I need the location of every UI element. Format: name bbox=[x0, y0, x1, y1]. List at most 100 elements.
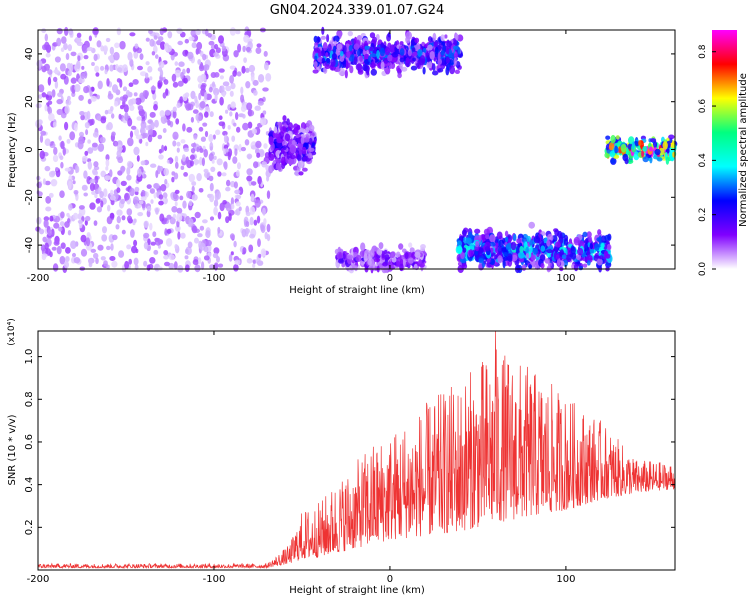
spectrogram-cell bbox=[143, 241, 149, 250]
spectrogram-cell bbox=[72, 252, 76, 258]
spectrogram-cell bbox=[93, 161, 99, 168]
spectrogram-cell bbox=[257, 100, 264, 106]
spectrogram-cell bbox=[153, 35, 158, 40]
spectrogram-cell bbox=[224, 148, 229, 153]
snr-panel: -200 -100 0 100 0.2 0.4 0.6 0.8 1.0 (x10⁴) Heig… bbox=[7, 318, 676, 596]
spectrogram-cell bbox=[563, 238, 569, 246]
spectrogram-cell bbox=[582, 263, 588, 268]
spectrogram-cell bbox=[338, 258, 345, 264]
spectrogram-cell bbox=[242, 45, 246, 53]
spectrogram-cell bbox=[546, 249, 553, 254]
spectrogram-cell bbox=[116, 78, 121, 83]
spectrogram-cell bbox=[268, 165, 274, 174]
spectrogram-cell bbox=[203, 64, 210, 71]
spectrogram-cell bbox=[353, 56, 358, 66]
spectrogram-cell bbox=[670, 142, 676, 149]
spectrogram-cell bbox=[202, 122, 208, 127]
spectrogram-cell bbox=[518, 251, 525, 259]
spectrogram-cell bbox=[187, 51, 194, 60]
spectrogram-cell bbox=[47, 229, 53, 236]
spectrogram-cell bbox=[275, 158, 282, 163]
spectrogram-cell bbox=[223, 134, 228, 143]
spectrogram-cell bbox=[64, 167, 71, 172]
spectrogram-cell bbox=[422, 66, 426, 75]
spectrogram-cell bbox=[77, 55, 81, 62]
spectrogram-cell bbox=[200, 136, 206, 142]
spectrogram-cell bbox=[208, 134, 214, 143]
spectrogram-cell bbox=[638, 140, 642, 146]
spectrogram-cell bbox=[59, 63, 66, 72]
spectrogram-cell bbox=[343, 45, 347, 54]
spectrogram-cell bbox=[422, 48, 427, 54]
spectrogram-cell bbox=[302, 156, 308, 161]
spectrogram-cell bbox=[445, 47, 450, 55]
spectrogram-cell bbox=[81, 155, 88, 162]
spectrogram-cell bbox=[234, 148, 238, 157]
spectrogram-cell bbox=[260, 248, 267, 257]
spectrogram-cell bbox=[38, 94, 43, 99]
spectrogram-cell bbox=[359, 55, 363, 62]
spectrogram-cell bbox=[182, 200, 187, 209]
snr-y-tick-label: 0.6 bbox=[24, 434, 35, 450]
spectrogram-cell bbox=[76, 32, 82, 38]
spectrogram-cell bbox=[87, 161, 93, 170]
spectrogram-cell bbox=[96, 40, 102, 48]
spectrogram-cell bbox=[362, 64, 368, 72]
spectrogram-cell bbox=[240, 146, 246, 152]
spectrogram-cell bbox=[489, 241, 496, 247]
spectrogram-cell bbox=[53, 69, 60, 74]
spectrogram-cell bbox=[654, 148, 661, 156]
snr-y-multiplier: (x10⁴) bbox=[7, 318, 17, 345]
spectrogram-cell bbox=[354, 265, 358, 272]
spectrogram-cell bbox=[346, 254, 354, 260]
spectrogram-cell bbox=[426, 60, 433, 69]
spectrogram-cell bbox=[297, 160, 304, 169]
spectrogram-cell bbox=[256, 260, 264, 266]
spectrogram-cell bbox=[160, 41, 166, 50]
spectrogram-cell bbox=[254, 199, 261, 208]
spectrogram-cell bbox=[100, 256, 106, 261]
spectrogram-cell bbox=[139, 53, 144, 60]
spectrogram-cell bbox=[236, 126, 241, 133]
spectrogram-cell bbox=[203, 255, 210, 261]
spectrogram-cell bbox=[155, 207, 159, 215]
spectrogram-cell bbox=[154, 119, 159, 128]
spectrogram-cell bbox=[533, 235, 541, 244]
spectrogram-cells bbox=[35, 26, 678, 274]
spectrogram-cell bbox=[73, 257, 81, 264]
spectrogram-cell bbox=[64, 105, 70, 115]
spectrogram-cell bbox=[218, 121, 225, 127]
spectrogram-cell bbox=[160, 115, 167, 124]
spectrogram-cell bbox=[215, 129, 221, 136]
spectrogram-cell bbox=[190, 148, 196, 154]
spectrogram-cell bbox=[604, 234, 611, 241]
spectrogram-cell bbox=[381, 250, 385, 259]
spectrogram-cell bbox=[404, 251, 409, 260]
spectrogram-cell bbox=[314, 55, 318, 60]
spectrogram-cell bbox=[586, 260, 591, 266]
spectrogram-cell bbox=[496, 231, 503, 240]
spectrogram-cell bbox=[83, 170, 88, 179]
spectrogram-cell bbox=[307, 152, 313, 159]
spectrogram-x-label: Height of straight line (km) bbox=[289, 285, 425, 296]
spectrogram-cell bbox=[91, 86, 95, 92]
spectrogram-cell bbox=[68, 28, 73, 36]
spectrogram-cell bbox=[121, 215, 126, 221]
spectrogram-cell bbox=[247, 108, 252, 117]
spectrogram-cell bbox=[171, 73, 177, 82]
spectrogram-cell bbox=[39, 150, 45, 160]
spectrogram-cell bbox=[87, 98, 92, 105]
spectrogram-cell bbox=[497, 255, 503, 264]
spectrogram-cell bbox=[413, 263, 418, 270]
spectrogram-cell bbox=[294, 170, 301, 177]
spectrogram-cell bbox=[382, 261, 388, 267]
spectrogram-cell bbox=[97, 144, 104, 152]
spectrogram-cell bbox=[418, 259, 422, 266]
spectrogram-cell bbox=[67, 95, 71, 101]
spectrogram-cell bbox=[263, 50, 268, 57]
spectrogram-cell bbox=[222, 200, 227, 205]
spectrogram-cell bbox=[233, 50, 239, 58]
spectrogram-cell bbox=[53, 240, 60, 246]
spectrogram-cell bbox=[164, 178, 168, 185]
spectrogram-cell bbox=[203, 148, 208, 158]
